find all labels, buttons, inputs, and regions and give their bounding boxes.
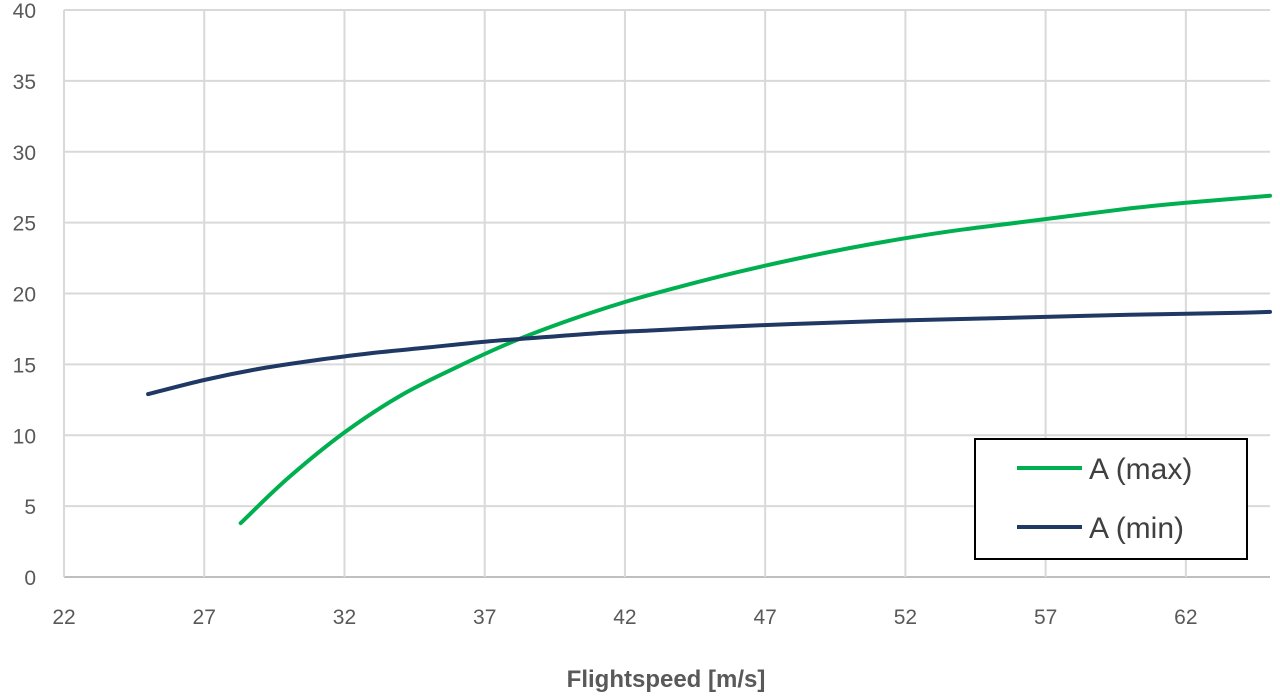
y-tick-label: 30 [13, 142, 36, 165]
y-tick-label: 40 [13, 0, 36, 23]
tick-labels: 0 5 10 15 20 25 30 35 40 22 27 32 37 42 47 52 57 62 [13, 0, 1198, 629]
x-tick-label: 62 [1174, 606, 1197, 629]
y-tick-label: 5 [24, 496, 36, 519]
x-axis-label: Flightspeed [m/s] [567, 666, 766, 693]
y-tick-label: 25 [13, 213, 36, 236]
x-tick-label: 57 [1034, 606, 1057, 629]
series-line-a-max [238, 193, 1272, 526]
series-lines [146, 193, 1272, 526]
legend-label-a-min: A (min) [1089, 512, 1184, 545]
x-tick-label: 52 [894, 606, 917, 629]
x-tick-label: 22 [52, 606, 75, 629]
legend-box [974, 438, 1248, 560]
y-tick-label: 10 [13, 425, 36, 448]
x-tick-label: 47 [753, 606, 776, 629]
y-tick-label: 0 [24, 567, 36, 590]
series-line-a-min [146, 309, 1272, 397]
y-tick-label: 15 [13, 354, 36, 377]
x-tick-label: 37 [473, 606, 496, 629]
grid [63, 9, 1270, 578]
x-tick-label: 42 [613, 606, 636, 629]
legend-label-a-max: A (max) [1089, 453, 1192, 486]
x-tick-label: 27 [193, 606, 216, 629]
x-tick-label: 32 [333, 606, 356, 629]
y-tick-label: 35 [13, 71, 36, 94]
legend: A (max) A (min) [974, 438, 1248, 560]
y-tick-label: 20 [13, 284, 36, 307]
